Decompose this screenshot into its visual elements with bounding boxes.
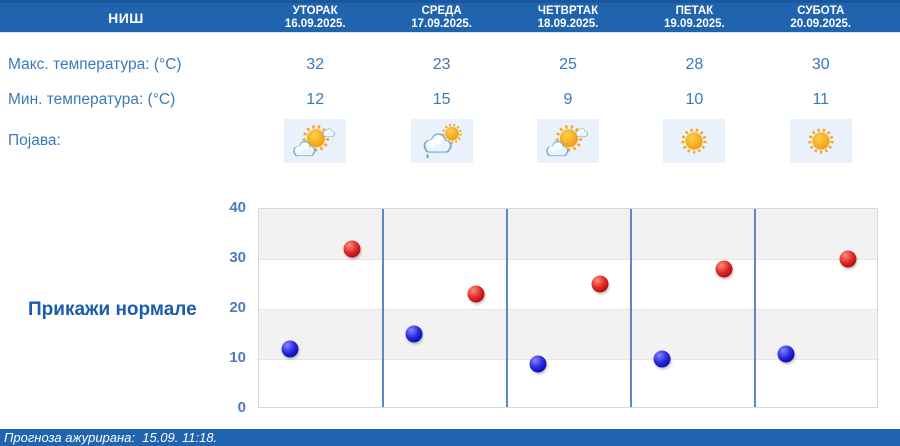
min-temp-value: 10: [685, 91, 704, 108]
min-temp-value: 15: [432, 91, 451, 108]
y-axis-tick-label: 20: [229, 299, 246, 316]
icon-box: [410, 119, 473, 163]
day-divider: [382, 209, 384, 407]
sun-icon: [441, 123, 462, 144]
sun-icon: [808, 128, 834, 154]
sunny-icon: [808, 128, 834, 154]
min-temp-value: 9: [563, 91, 573, 108]
cloud-sun-light-rain-icon: [423, 123, 462, 159]
day-header-1: УТОРАК 16.09.2025.: [252, 5, 378, 31]
sun-with-clouds-icon: [293, 124, 336, 157]
max-temp-dot: [591, 275, 609, 293]
day-name: УТОРАК: [292, 4, 338, 17]
icon-box: [536, 119, 599, 163]
day-date: 20.09.2025.: [790, 17, 852, 30]
icon-box: [663, 119, 726, 163]
min-temp-dot: [653, 350, 671, 368]
day-name: ПЕТАК: [675, 4, 714, 17]
y-axis-tick-label: 40: [229, 199, 246, 216]
min-temp-dot: [281, 340, 299, 358]
day-name: СРЕДА: [421, 4, 462, 17]
show-normals-button[interactable]: Прикажи нормале: [28, 299, 197, 320]
gridline-10: [259, 359, 877, 360]
phenomenon-row: Појава:: [0, 116, 884, 166]
min-temp-dot: [405, 325, 423, 343]
day-date: 18.09.2025.: [537, 17, 599, 30]
location-title: НИШ: [108, 9, 144, 26]
y-axis-tick-label: 0: [237, 399, 246, 416]
max-temperature-row: Макс. температура: (°C) 32 23 25 28 30: [0, 52, 884, 78]
footer-bar: Прогноза ажурирана: 15.09. 11:18.: [0, 429, 900, 446]
phenomenon-cell: [505, 119, 631, 163]
day-date: 17.09.2025.: [411, 17, 472, 30]
day-name: СУБОТА: [797, 4, 845, 17]
max-temp-value: 25: [559, 56, 577, 73]
cloud-icon: [423, 133, 452, 153]
day-header-5: СУБОТА 20.09.2025.: [758, 5, 884, 31]
min-temp-value: 11: [812, 91, 830, 108]
icon-box: [789, 119, 852, 163]
sunny-icon: [681, 128, 707, 154]
cloud-icon: [293, 141, 316, 157]
min-temperature-row: Мин. температура: (°C) 12 15 9 10 11: [0, 87, 884, 113]
y-axis-tick-label: 10: [229, 349, 246, 366]
icon-box: [284, 119, 347, 163]
forecast-updated-text: Прогноза ажурирана: 15.09. 11:18.: [4, 430, 218, 445]
min-temp-dot: [529, 355, 547, 373]
day-divider: [630, 209, 632, 407]
max-temp-value: 30: [811, 56, 830, 73]
max-temp-value: 28: [685, 56, 704, 73]
max-temp-dot: [343, 240, 361, 258]
max-temperature-label: Макс. температура: (°C): [8, 56, 182, 73]
max-temp-value: 32: [306, 56, 325, 73]
min-temp-value: 12: [306, 91, 325, 108]
day-header-4: ПЕТАК 19.09.2025.: [631, 5, 757, 31]
y-axis-tick-label: 30: [229, 249, 246, 266]
min-temperature-label: Мин. температура: (°C): [8, 91, 176, 108]
day-date: 16.09.2025.: [284, 17, 346, 30]
phenomenon-cell: [378, 119, 504, 163]
day-date: 19.09.2025.: [663, 17, 725, 30]
phenomenon-cell: [758, 119, 884, 163]
temperature-chart: [258, 208, 878, 408]
min-temp-dot: [777, 345, 795, 363]
max-temp-value: 23: [432, 56, 451, 73]
max-temp-dot: [467, 285, 485, 303]
cloud-icon: [575, 128, 588, 137]
max-temp-dot: [715, 260, 733, 278]
day-divider: [754, 209, 756, 407]
day-name: ЧЕТВРТАК: [537, 4, 599, 17]
phenomenon-label: Појава:: [8, 132, 61, 149]
phenomenon-cell: [252, 119, 378, 163]
sun-with-clouds-icon: [546, 124, 588, 157]
chart-band-30-40: [259, 209, 877, 259]
cloud-icon: [546, 141, 569, 157]
phenomenon-cell: [631, 119, 757, 163]
max-temp-dot: [839, 250, 857, 268]
forecast-header-bar: НИШ УТОРАК 16.09.2025. СРЕДА 17.09.2025. Ч…: [0, 0, 900, 33]
raindrop-icon: [426, 153, 429, 159]
gridline-30: [259, 259, 877, 260]
chart-band-10-20: [259, 309, 877, 359]
day-header-3: ЧЕТВРТАК 18.09.2025.: [505, 5, 631, 31]
gridline-20: [259, 309, 877, 310]
sun-icon: [681, 128, 707, 154]
day-header-2: СРЕДА 17.09.2025.: [378, 5, 504, 31]
day-divider: [506, 209, 508, 407]
cloud-icon: [322, 128, 336, 137]
